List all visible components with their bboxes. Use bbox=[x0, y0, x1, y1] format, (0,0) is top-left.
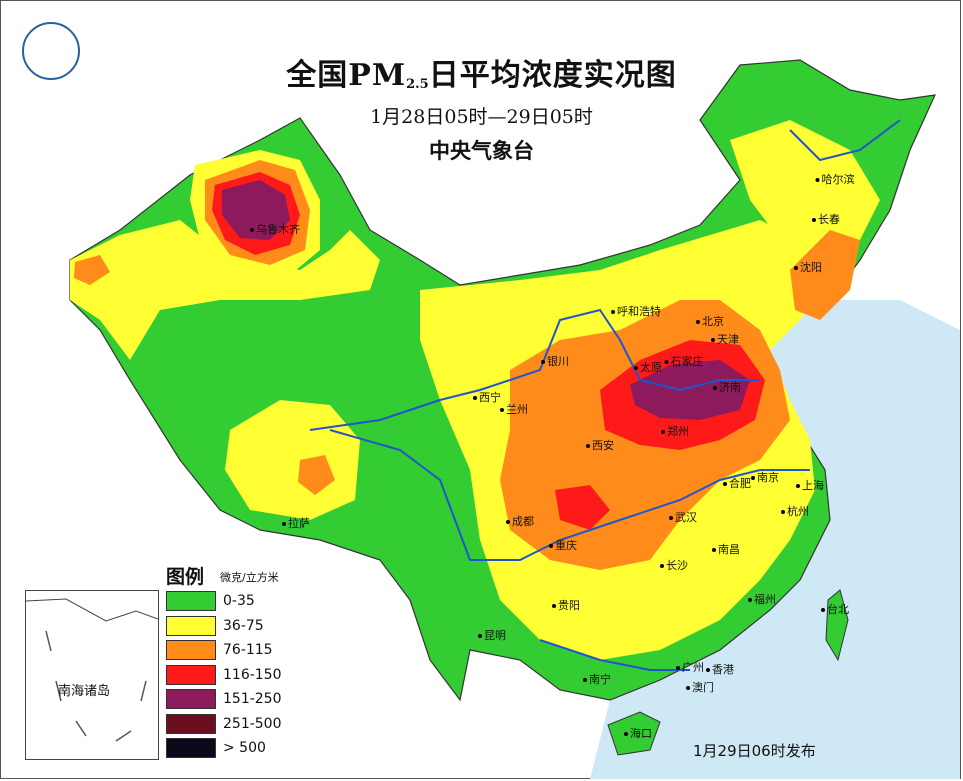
city-label: 广州 bbox=[676, 659, 704, 675]
date-range: 1月28日05时—29日05时 bbox=[370, 106, 593, 128]
legend-item: 251-500 bbox=[166, 713, 306, 736]
region-151-250-xj bbox=[222, 180, 290, 240]
city-label: 澳门 bbox=[686, 679, 714, 695]
city-label: 南宁 bbox=[583, 671, 611, 687]
region-76-115-spot2 bbox=[74, 255, 110, 285]
taiwan-island bbox=[825, 589, 849, 662]
region-76-115-ne bbox=[790, 230, 860, 320]
city-label: 天津 bbox=[711, 331, 739, 347]
legend-item: 151-250 bbox=[166, 689, 306, 711]
legend-swatch bbox=[166, 591, 216, 611]
legend-swatch bbox=[166, 689, 216, 709]
city-label: 南昌 bbox=[712, 541, 740, 557]
legend-label: 36-75 bbox=[223, 617, 264, 634]
legend-label: 151-250 bbox=[223, 691, 282, 707]
city-label: 台北 bbox=[821, 601, 849, 617]
hainan-island bbox=[607, 711, 661, 756]
city-label: 杭州 bbox=[781, 503, 809, 519]
legend-item: 76-115 bbox=[166, 640, 306, 662]
city-label: 银川 bbox=[541, 353, 569, 369]
legend-swatch bbox=[166, 640, 216, 660]
title-subscript: 2.5 bbox=[406, 77, 429, 92]
city-label: 西宁 bbox=[473, 389, 501, 405]
city-label: 呼和浩特 bbox=[611, 303, 661, 319]
city-label: 郑州 bbox=[661, 423, 689, 439]
legend-item: 36-75 bbox=[166, 615, 306, 638]
city-label: 拉萨 bbox=[282, 515, 310, 531]
city-label: 武汉 bbox=[669, 509, 697, 525]
inset-map bbox=[25, 598, 159, 742]
city-label: 石家庄 bbox=[664, 353, 704, 369]
region-116-150-cd bbox=[555, 485, 610, 530]
legend-item: 0-35 bbox=[166, 591, 306, 613]
publish-time: 1月29日06时发布 bbox=[693, 742, 816, 760]
river-pearl bbox=[539, 639, 690, 671]
city-label: 上海 bbox=[796, 477, 824, 493]
river-yellow bbox=[309, 308, 760, 431]
legend-swatch bbox=[166, 713, 216, 734]
legend-label: 116-150 bbox=[223, 666, 282, 683]
river-heilong bbox=[789, 119, 901, 162]
city-label: 西安 bbox=[586, 437, 614, 453]
city-label: 济南 bbox=[713, 379, 741, 395]
cma-logo bbox=[22, 22, 80, 80]
city-label: 北京 bbox=[696, 313, 724, 329]
river-yangtze bbox=[329, 429, 810, 561]
agency-name: 中央气象台 bbox=[429, 139, 534, 163]
map-title: 全国PM2.5日平均浓度实况图 bbox=[286, 58, 677, 93]
city-label: 沈阳 bbox=[794, 259, 822, 275]
legend-title: 图例 bbox=[166, 566, 205, 588]
city-label: 长春 bbox=[812, 211, 840, 227]
city-label: 海口 bbox=[624, 725, 652, 741]
city-label: 南京 bbox=[751, 469, 779, 485]
city-label: 哈尔滨 bbox=[815, 171, 855, 187]
city-label: 贵阳 bbox=[552, 597, 580, 613]
region-36-75-west bbox=[70, 220, 380, 360]
legend-item: > 500 bbox=[166, 738, 306, 760]
city-label: 兰州 bbox=[500, 401, 528, 417]
city-label: 昆明 bbox=[478, 627, 506, 643]
legend-label: > 500 bbox=[223, 740, 266, 756]
south-china-sea-inset bbox=[25, 590, 159, 760]
legend-label: 251-500 bbox=[223, 715, 282, 732]
legend-swatch bbox=[166, 664, 216, 685]
legend-swatch bbox=[166, 738, 216, 758]
legend-swatch bbox=[166, 615, 216, 636]
city-label: 香港 bbox=[706, 661, 734, 677]
city-label: 重庆 bbox=[549, 537, 577, 553]
region-36-75-tibet bbox=[225, 400, 360, 520]
inset-dash-line bbox=[45, 630, 147, 742]
city-label: 福州 bbox=[748, 591, 776, 607]
city-label: 成都 bbox=[506, 513, 534, 529]
city-label: 乌鲁木齐 bbox=[250, 221, 300, 237]
city-label: 长沙 bbox=[660, 557, 688, 573]
sea-area bbox=[590, 300, 960, 779]
region-151-250 bbox=[630, 360, 750, 420]
city-label: 合肥 bbox=[723, 475, 751, 491]
legend-item: 116-150 bbox=[166, 664, 306, 687]
legend-label: 0-35 bbox=[223, 593, 255, 609]
legend-unit: 微克/立方米 bbox=[220, 571, 279, 584]
inset-label: 南海诸岛 bbox=[58, 684, 111, 699]
city-label: 太原 bbox=[634, 359, 662, 375]
region-76-115-spot bbox=[298, 455, 335, 495]
legend-label: 76-115 bbox=[223, 642, 273, 658]
inset-coast bbox=[25, 598, 159, 622]
